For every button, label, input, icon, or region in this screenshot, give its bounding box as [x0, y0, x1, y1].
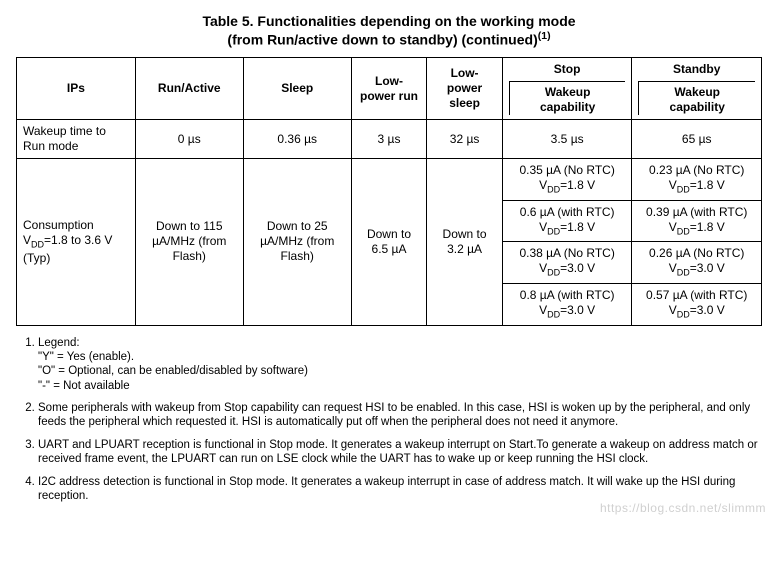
- th-stop-wakeup: Wakeup capability: [509, 81, 626, 115]
- cell-cons-stop-0: 0.35 µA (No RTC) VDD=1.8 V: [502, 159, 632, 201]
- th-lprun: Low-power run: [351, 58, 427, 120]
- th-stop-label: Stop: [509, 62, 626, 77]
- row-wakeup-time: Wakeup time to Run mode 0 µs 0.36 µs 3 µ…: [17, 120, 762, 159]
- cell-cons-lprun: Down to 6.5 µA: [351, 159, 427, 326]
- functionality-table: IPs Run/Active Sleep Low-power run Low-p…: [16, 57, 762, 326]
- caption-line2: (from Run/active down to standby) (conti…: [227, 32, 537, 48]
- table-caption: Table 5. Functionalities depending on th…: [16, 12, 762, 49]
- th-standby-label: Standby: [638, 62, 755, 77]
- row-consumption-1: Consumption VDD=1.8 to 3.6 V (Typ) Down …: [17, 159, 762, 201]
- caption-sup: (1): [538, 30, 551, 42]
- cell-cons-lpsleep: Down to 3.2 µA: [427, 159, 503, 326]
- cell-cons-sleep: Down to 25 µA/MHz (from Flash): [243, 159, 351, 326]
- footnote-4: I2C address detection is functional in S…: [38, 475, 762, 504]
- cell-cons-stop-1: 0.6 µA (with RTC) VDD=1.8 V: [502, 200, 632, 242]
- watermark: https://blog.csdn.net/slimmm: [600, 501, 766, 515]
- cell-cons-run: Down to 115 µA/MHz (from Flash): [135, 159, 243, 326]
- footnote-1: Legend: "Y" = Yes (enable). "O" = Option…: [38, 336, 762, 394]
- cell-cons-stop-3: 0.8 µA (with RTC) VDD=3.0 V: [502, 283, 632, 325]
- header-row: IPs Run/Active Sleep Low-power run Low-p…: [17, 58, 762, 120]
- th-sleep: Sleep: [243, 58, 351, 120]
- cell-cons-label: Consumption VDD=1.8 to 3.6 V (Typ): [17, 159, 136, 326]
- cell-wakeup-label: Wakeup time to Run mode: [17, 120, 136, 159]
- cell-wakeup-lprun: 3 µs: [351, 120, 427, 159]
- footnotes: Legend: "Y" = Yes (enable). "O" = Option…: [16, 336, 762, 504]
- cell-cons-standby-0: 0.23 µA (No RTC) VDD=1.8 V: [632, 159, 762, 201]
- cell-cons-stop-2: 0.38 µA (No RTC) VDD=3.0 V: [502, 242, 632, 284]
- cell-wakeup-lpsleep: 32 µs: [427, 120, 503, 159]
- th-lpsleep: Low-power sleep: [427, 58, 503, 120]
- th-stop: Stop Wakeup capability: [502, 58, 632, 120]
- th-standby: Standby Wakeup capability: [632, 58, 762, 120]
- caption-line1: Table 5. Functionalities depending on th…: [202, 13, 575, 29]
- cell-cons-standby-3: 0.57 µA (with RTC) VDD=3.0 V: [632, 283, 762, 325]
- cell-wakeup-standby: 65 µs: [632, 120, 762, 159]
- cell-wakeup-sleep: 0.36 µs: [243, 120, 351, 159]
- cell-cons-standby-1: 0.39 µA (with RTC) VDD=1.8 V: [632, 200, 762, 242]
- cell-wakeup-stop: 3.5 µs: [502, 120, 632, 159]
- th-standby-wakeup: Wakeup capability: [638, 81, 755, 115]
- cell-wakeup-run: 0 µs: [135, 120, 243, 159]
- th-ips: IPs: [17, 58, 136, 120]
- cell-cons-standby-2: 0.26 µA (No RTC) VDD=3.0 V: [632, 242, 762, 284]
- th-run: Run/Active: [135, 58, 243, 120]
- footnote-2: Some peripherals with wakeup from Stop c…: [38, 401, 762, 430]
- footnote-3: UART and LPUART reception is functional …: [38, 438, 762, 467]
